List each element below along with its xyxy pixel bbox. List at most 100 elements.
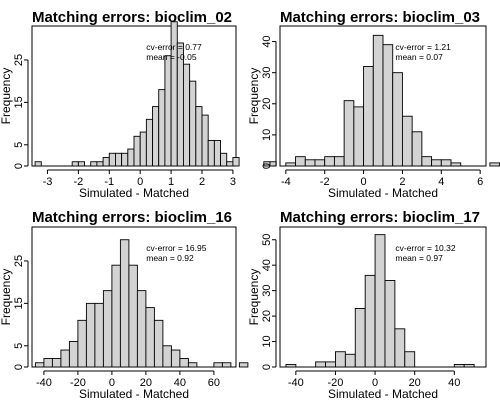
y-tick-label: 15: [13, 297, 25, 309]
histogram-panel-bioclim-16: Matching errors: bioclim_16 -40 -20 0 20 40 60…: [0, 209, 249, 400]
histogram-bar: [102, 157, 110, 167]
x-tick-label: -20: [328, 377, 344, 389]
x-axis-title: Simulated - Matched: [79, 387, 189, 400]
y-tick-label: 0: [13, 163, 25, 169]
mean-annotation: mean = -0.05: [146, 52, 197, 62]
histogram-bar: [450, 162, 462, 167]
histogram-bar: [343, 100, 355, 167]
histogram-bar: [145, 118, 153, 167]
histogram-bar: [335, 351, 346, 368]
histogram-bar: [220, 152, 228, 167]
histogram-bar: [421, 156, 433, 167]
y-tick-label: 20: [261, 98, 273, 110]
histogram-bar: [145, 307, 155, 368]
y-tick-label: 20: [261, 310, 273, 322]
y-tick-label: 40: [261, 259, 273, 271]
histogram-bar: [489, 162, 500, 167]
y-tick-label: 0: [13, 364, 25, 370]
mean-annotation: mean = 0.92: [146, 253, 194, 263]
x-tick-label: 20: [409, 377, 421, 389]
histogram-bar: [221, 362, 232, 368]
histogram-bar: [136, 290, 147, 368]
histogram-bar: [392, 72, 403, 167]
cv-error-annotation: cv-error = 0.77: [146, 42, 202, 52]
histogram-bar: [238, 362, 249, 368]
histogram-bar: [431, 159, 442, 167]
x-axis-title: Simulated - Matched: [328, 387, 438, 400]
histogram-bar: [77, 319, 87, 368]
histogram-bar: [90, 161, 98, 167]
x-tick-label: -2: [320, 176, 330, 188]
histogram-bar: [189, 80, 197, 167]
cv-error-annotation: cv-error = 1.21: [395, 42, 451, 52]
y-tick-label: 10: [261, 129, 273, 141]
histogram-bar: [207, 140, 215, 167]
histogram-bar: [354, 308, 366, 368]
y-tick-label: 25: [13, 255, 25, 267]
y-tick-label: 40: [261, 35, 273, 47]
histogram-bar: [183, 63, 191, 167]
histogram-bar: [324, 156, 335, 167]
x-tick-label: 0: [372, 377, 378, 389]
histogram-bar: [71, 161, 79, 167]
y-axis-title: Frequency: [0, 68, 13, 125]
y-tick-label: 0: [261, 163, 273, 169]
histogram-panel-bioclim-17: Matching errors: bioclim_17 -40 -20 0 20 40 Si…: [247, 209, 487, 400]
histogram-bar: [315, 361, 327, 368]
y-tick-label: 0: [261, 364, 273, 370]
histogram-bar: [304, 159, 316, 167]
histogram-panel-bioclim-02: Matching errors: bioclim_02 -3 -2 -1 0 1 2 3 Sim…: [0, 9, 277, 200]
mean-annotation: mean = 0.97: [395, 253, 443, 263]
histogram-bar: [111, 264, 121, 368]
histogram-bar: [394, 328, 406, 368]
y-tick-label: 5: [13, 343, 25, 349]
x-tick-label: 2: [199, 176, 205, 188]
x-tick-label: 0: [137, 176, 143, 188]
histogram-bar: [119, 239, 130, 368]
y-tick-label: 30: [261, 285, 273, 297]
histogram-bar: [382, 44, 394, 167]
x-tick-label: -3: [43, 176, 53, 188]
histogram-bar: [201, 114, 209, 167]
x-tick-label: 40: [448, 377, 460, 389]
y-tick-label: 50: [261, 234, 273, 246]
histogram-bar: [213, 362, 223, 368]
histogram-bar: [164, 55, 172, 167]
y-axis-title: Frequency: [247, 68, 261, 125]
x-tick-label: -1: [104, 176, 114, 188]
histogram-bar: [325, 361, 336, 368]
cv-error-annotation: cv-error = 16.95: [146, 243, 207, 253]
histogram-bar: [363, 65, 374, 167]
x-tick-label: 60: [208, 377, 220, 389]
histogram-bar: [411, 131, 423, 167]
histogram-bar: [187, 362, 198, 368]
histogram-bar: [404, 351, 416, 368]
histogram-bar: [232, 157, 240, 167]
histogram-bar: [96, 161, 104, 167]
histogram-bar: [226, 161, 234, 167]
x-tick-label: 20: [140, 377, 152, 389]
x-tick-label: 6: [477, 176, 483, 188]
histogram-bar: [364, 274, 376, 368]
histogram-bar: [195, 106, 203, 167]
histogram-bar: [60, 349, 70, 368]
chart-title: Matching errors: bioclim_16: [32, 209, 232, 226]
histogram-bar: [158, 89, 166, 167]
chart-title: Matching errors: bioclim_17: [280, 209, 480, 226]
cv-error-annotation: cv-error = 10.32: [395, 243, 456, 253]
histogram-bar: [128, 264, 138, 368]
histogram-bar: [374, 234, 386, 368]
y-tick-label: 30: [261, 67, 273, 79]
x-tick-label: -40: [36, 377, 52, 389]
x-axis-title: Simulated - Matched: [328, 186, 438, 200]
histogram-bar: [179, 358, 189, 368]
histogram-bar: [440, 159, 452, 167]
histogram-bar: [295, 156, 306, 167]
histogram-bar: [34, 161, 42, 167]
x-tick-label: 0: [109, 377, 115, 389]
x-tick-label: -2: [73, 176, 83, 188]
x-tick-label: 4: [438, 176, 444, 188]
histogram-bar: [333, 156, 345, 167]
mean-annotation: mean = 0.07: [395, 52, 443, 62]
